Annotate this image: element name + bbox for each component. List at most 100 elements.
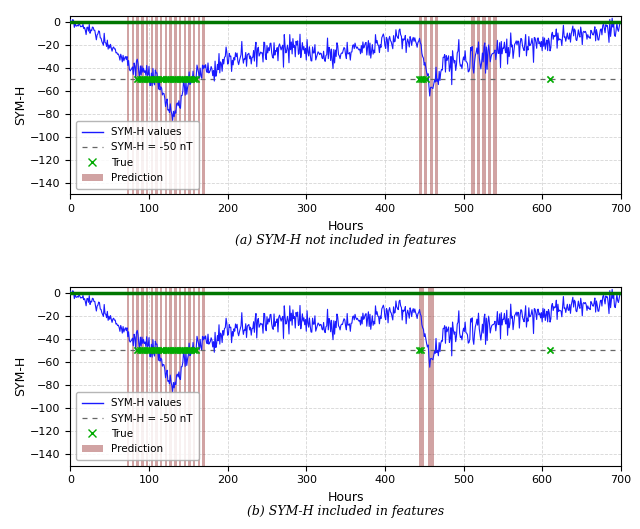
Point (419, 75, 429, 84)
Bar (156, 287, 157, 466)
Bar (132, 16, 134, 194)
Point (147, 346, 157, 354)
Point (148, 346, 159, 354)
Bar (428, 287, 434, 466)
Bar (483, 16, 486, 194)
Y-axis label: SYM-H: SYM-H (15, 356, 28, 396)
Point (179, 75, 189, 84)
Point (134, 75, 145, 84)
Legend: SYM-H values, SYM-H = -50 nT, True, Prediction: SYM-H values, SYM-H = -50 nT, True, Pred… (76, 121, 199, 189)
Bar (188, 16, 191, 194)
X-axis label: Hours: Hours (327, 220, 364, 233)
Point (156, 75, 166, 84)
Point (416, 75, 426, 84)
Point (154, 346, 164, 354)
Point (151, 75, 161, 84)
Bar (179, 287, 181, 466)
Bar (164, 287, 167, 466)
Bar (170, 287, 172, 466)
Point (132, 346, 142, 354)
Bar (170, 16, 172, 194)
Point (165, 75, 175, 84)
Point (413, 75, 424, 84)
Point (158, 75, 168, 84)
Bar (146, 287, 148, 466)
Text: (b) SYM-H included in features: (b) SYM-H included in features (247, 505, 444, 518)
Point (161, 346, 171, 354)
Point (151, 346, 161, 354)
Bar (184, 16, 186, 194)
Point (154, 75, 164, 84)
Point (545, 75, 555, 84)
Bar (472, 16, 474, 194)
Bar (435, 16, 438, 194)
Bar (174, 287, 177, 466)
Point (186, 75, 196, 84)
Bar (146, 16, 148, 194)
Bar (156, 16, 157, 194)
X-axis label: Hours: Hours (327, 491, 364, 504)
Bar (132, 287, 134, 466)
Point (165, 346, 175, 354)
Bar (477, 16, 480, 194)
Point (177, 346, 187, 354)
Bar (184, 287, 186, 466)
Bar (198, 287, 200, 466)
Point (139, 346, 149, 354)
Bar (488, 16, 491, 194)
Bar (127, 287, 129, 466)
Point (191, 75, 202, 84)
Point (175, 346, 185, 354)
Bar (150, 287, 153, 466)
Point (420, 75, 431, 84)
Bar (419, 287, 424, 466)
Bar (136, 16, 139, 194)
Point (134, 346, 145, 354)
Bar (127, 16, 129, 194)
Point (182, 346, 192, 354)
Point (147, 75, 157, 84)
Bar (193, 16, 195, 194)
Point (141, 75, 152, 84)
Point (179, 346, 189, 354)
Text: (a) SYM-H not included in features: (a) SYM-H not included in features (235, 234, 456, 247)
Bar (193, 287, 195, 466)
Point (156, 346, 166, 354)
Bar (188, 287, 191, 466)
Bar (160, 16, 163, 194)
Legend: SYM-H values, SYM-H = -50 nT, True, Prediction: SYM-H values, SYM-H = -50 nT, True, Pred… (76, 392, 199, 460)
Bar (164, 16, 167, 194)
Point (184, 75, 195, 84)
Y-axis label: SYM-H: SYM-H (15, 85, 28, 125)
Point (163, 75, 173, 84)
Point (141, 346, 152, 354)
Point (158, 346, 168, 354)
Point (163, 346, 173, 354)
Point (170, 346, 180, 354)
Point (184, 346, 195, 354)
Point (139, 75, 149, 84)
Point (545, 346, 555, 354)
Bar (429, 16, 433, 194)
Point (170, 75, 180, 84)
Bar (202, 287, 205, 466)
Point (148, 75, 159, 84)
Bar (202, 16, 205, 194)
Point (144, 346, 154, 354)
Point (191, 346, 202, 354)
Bar (419, 16, 422, 194)
Point (172, 75, 182, 84)
Point (416, 346, 426, 354)
Point (182, 75, 192, 84)
Bar (141, 287, 143, 466)
Point (144, 75, 154, 84)
Bar (160, 287, 163, 466)
Bar (150, 16, 153, 194)
Point (186, 346, 196, 354)
Point (132, 75, 142, 84)
Point (168, 346, 178, 354)
Point (172, 346, 182, 354)
Point (137, 346, 147, 354)
Bar (179, 16, 181, 194)
Point (161, 75, 171, 84)
